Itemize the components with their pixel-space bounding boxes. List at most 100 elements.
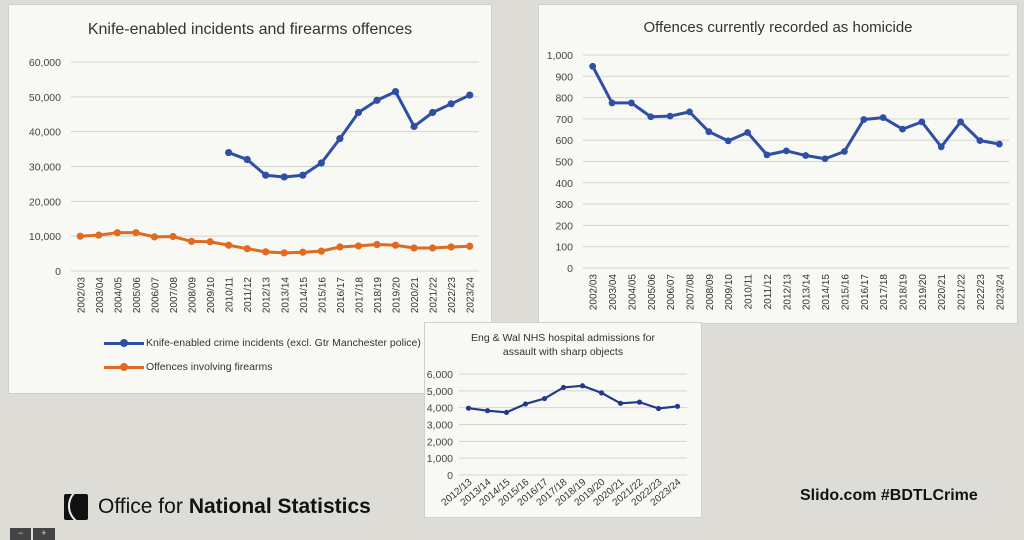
data-point <box>447 243 455 251</box>
data-point <box>465 405 472 411</box>
data-point <box>579 383 586 389</box>
data-point <box>724 137 732 145</box>
x-tick-label: 2002/03 <box>589 274 600 311</box>
x-tick-label: 2012/13 <box>782 274 793 311</box>
data-point <box>589 62 597 70</box>
data-point <box>841 148 848 155</box>
legend-item-firearms: Offences involving firearms <box>104 361 272 373</box>
nhs-admissions-chart-panel: Eng & Wal NHS hospital admissions for as… <box>424 322 702 518</box>
ons-brand: Office for National Statistics <box>64 494 371 520</box>
ons-logo-icon <box>64 494 88 520</box>
x-tick-label: 2010/11 <box>225 277 236 313</box>
x-tick-label: 2006/07 <box>666 274 677 311</box>
data-point <box>354 242 363 250</box>
y-tick-label: 0 <box>567 263 573 275</box>
knife-firearms-chart: 0 10,000 20,000 30,000 40,000 50,000 60,000 200… <box>29 57 479 314</box>
y-tick-label: 700 <box>555 114 573 126</box>
legend-swatch-orange <box>104 362 144 372</box>
x-tick-label: 2020/21 <box>410 277 421 314</box>
x-tick-label: 2008/09 <box>705 274 716 311</box>
legend-label-knife: Knife-enabled crime incidents (excl. Gtr… <box>146 337 421 349</box>
x-tick-label: 2023/24 <box>995 274 1006 311</box>
x-tick-label: 2009/10 <box>724 274 735 311</box>
data-point <box>879 114 887 122</box>
data-point <box>686 108 693 116</box>
legend-item-knife: Knife-enabled crime incidents (excl. Gtr… <box>104 337 421 349</box>
x-tick-label: 2021/22 <box>429 277 440 314</box>
x-tick-label: 2010/11 <box>744 274 755 310</box>
series-line <box>468 384 678 414</box>
data-point <box>225 241 233 249</box>
data-point <box>899 125 906 133</box>
brand-main: National Statistics <box>188 495 371 518</box>
data-point <box>391 241 400 249</box>
zoom-out-button[interactable]: − <box>10 528 32 540</box>
chart-title-line-2: assault with sharp objects <box>502 346 624 358</box>
data-point <box>299 171 307 179</box>
y-tick-label: 800 <box>555 93 573 105</box>
data-point <box>617 400 624 406</box>
y-tick-label: 900 <box>555 71 573 83</box>
data-point <box>336 135 344 143</box>
series-line <box>591 65 1000 161</box>
x-tick-label: 2007/08 <box>169 277 180 314</box>
y-tick-label: 10,000 <box>29 231 61 243</box>
data-point <box>598 390 605 396</box>
data-point <box>860 116 868 123</box>
x-tick-label: 2014/15 <box>821 274 832 311</box>
x-tick-label: 2004/05 <box>113 277 124 314</box>
y-tick-label: 0 <box>447 470 453 482</box>
y-tick-label: 40,000 <box>29 127 61 139</box>
x-tick-label: 2011/12 <box>763 274 774 310</box>
x-tick-label: 2016/17 <box>336 277 347 314</box>
data-point <box>918 118 926 126</box>
data-point <box>95 231 103 239</box>
y-tick-label: 1,000 <box>547 50 573 62</box>
data-point <box>373 96 381 104</box>
x-tick-label: 2015/16 <box>317 277 328 314</box>
y-tick-label: 50,000 <box>29 92 61 104</box>
data-point <box>317 247 325 255</box>
data-point <box>560 384 567 391</box>
chart-title: Offences currently recorded as homicide <box>643 19 913 36</box>
x-tick-label: 2005/06 <box>647 274 658 311</box>
y-tick-label: 20,000 <box>29 196 61 208</box>
data-point <box>262 171 270 179</box>
data-point <box>608 99 616 107</box>
y-tick-label: 2,000 <box>427 436 453 448</box>
data-point <box>674 403 681 409</box>
data-point <box>466 91 474 99</box>
slido-hashtag: Slido.com #BDTLCrime <box>800 487 978 504</box>
x-tick-label: 2017/18 <box>354 277 365 314</box>
data-point <box>429 108 437 117</box>
data-point <box>503 409 510 415</box>
data-point <box>429 244 437 252</box>
data-point <box>336 243 344 251</box>
legend-swatch-blue <box>104 338 144 348</box>
data-point <box>484 408 491 414</box>
x-tick-label: 2003/04 <box>95 277 106 314</box>
homicide-chart-panel: Offences currently recorded as homicide … <box>538 4 1018 324</box>
homicide-chart: 0 100 200 300 400 500 600 700 800 900 1,000 2002/03… <box>547 50 1009 311</box>
x-tick-label: 2023/24 <box>466 277 477 314</box>
data-point <box>354 108 363 117</box>
x-tick-label: 2012/13 <box>262 277 273 314</box>
zoom-in-button[interactable]: + <box>33 528 55 540</box>
data-point <box>76 232 84 240</box>
x-tick-label: 2022/23 <box>447 277 458 314</box>
x-tick-label: 2015/16 <box>840 274 851 311</box>
x-tick-label: 2008/09 <box>188 277 199 314</box>
data-point <box>705 128 713 136</box>
series-line <box>228 90 471 179</box>
y-tick-label: 400 <box>555 178 573 190</box>
x-tick-label: 2022/23 <box>976 274 987 311</box>
series-line <box>80 231 470 255</box>
data-point <box>373 240 381 249</box>
data-point <box>280 173 288 181</box>
data-point <box>225 148 233 157</box>
data-point <box>541 395 548 402</box>
data-point <box>206 238 214 246</box>
data-point <box>410 244 418 252</box>
data-point <box>187 237 196 245</box>
data-point <box>522 401 529 407</box>
